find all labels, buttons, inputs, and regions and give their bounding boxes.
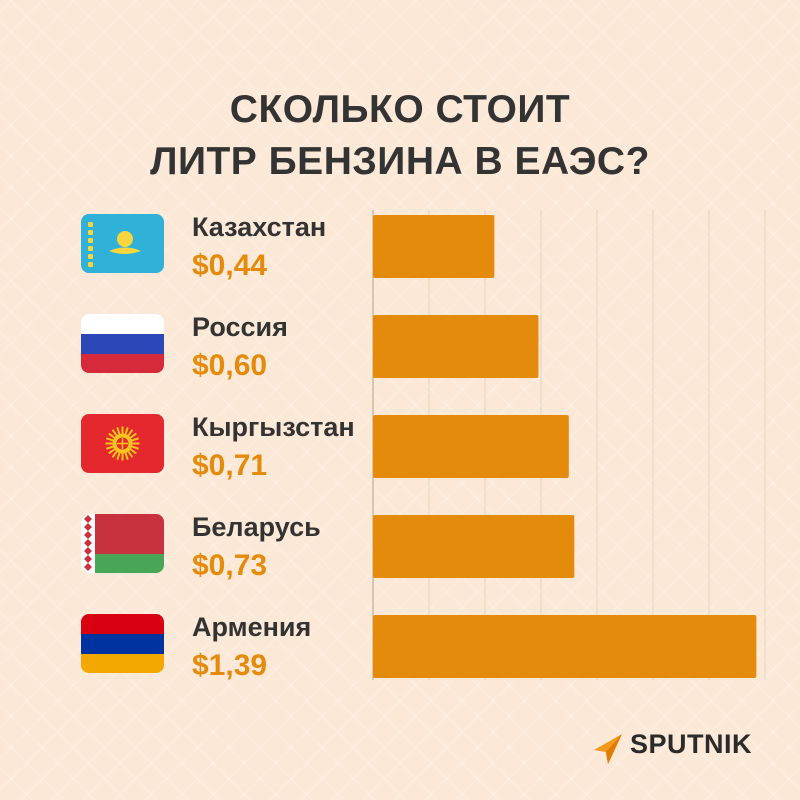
belarus-flag-icon (81, 514, 164, 573)
russia-flag-icon (81, 314, 164, 373)
category-label: Беларусь (192, 512, 321, 542)
data-label: $0,44 (192, 249, 268, 282)
data-label: $0,71 (192, 449, 268, 482)
bar (373, 215, 495, 278)
bar (373, 615, 757, 678)
category-label: Россия (192, 312, 288, 342)
logo-text: SPUTNIK (630, 729, 753, 759)
bar (373, 515, 575, 578)
category-label: Армения (192, 612, 312, 642)
data-label: $0,60 (192, 349, 268, 382)
kyrgyzstan-flag-icon (81, 414, 164, 473)
kazakhstan-flag-icon (81, 214, 164, 273)
bar (373, 415, 569, 478)
data-label: $1,39 (192, 649, 268, 682)
title-line-1: СКОЛЬКО СТОИТ (229, 88, 571, 131)
title-line-2: ЛИТР БЕНЗИНА В ЕАЭС? (150, 140, 650, 183)
bar (373, 315, 539, 378)
category-label: Кыргызстан (192, 412, 355, 442)
category-label: Казахстан (192, 212, 327, 242)
chart-title: СКОЛЬКО СТОИТ ЛИТР БЕНЗИНА В ЕАЭС? (0, 84, 800, 188)
data-label: $0,73 (192, 549, 268, 582)
sputnik-logo-icon (594, 734, 622, 764)
sputnik-logo: SPUTNIK (592, 728, 772, 768)
armenia-flag-icon (81, 614, 164, 673)
